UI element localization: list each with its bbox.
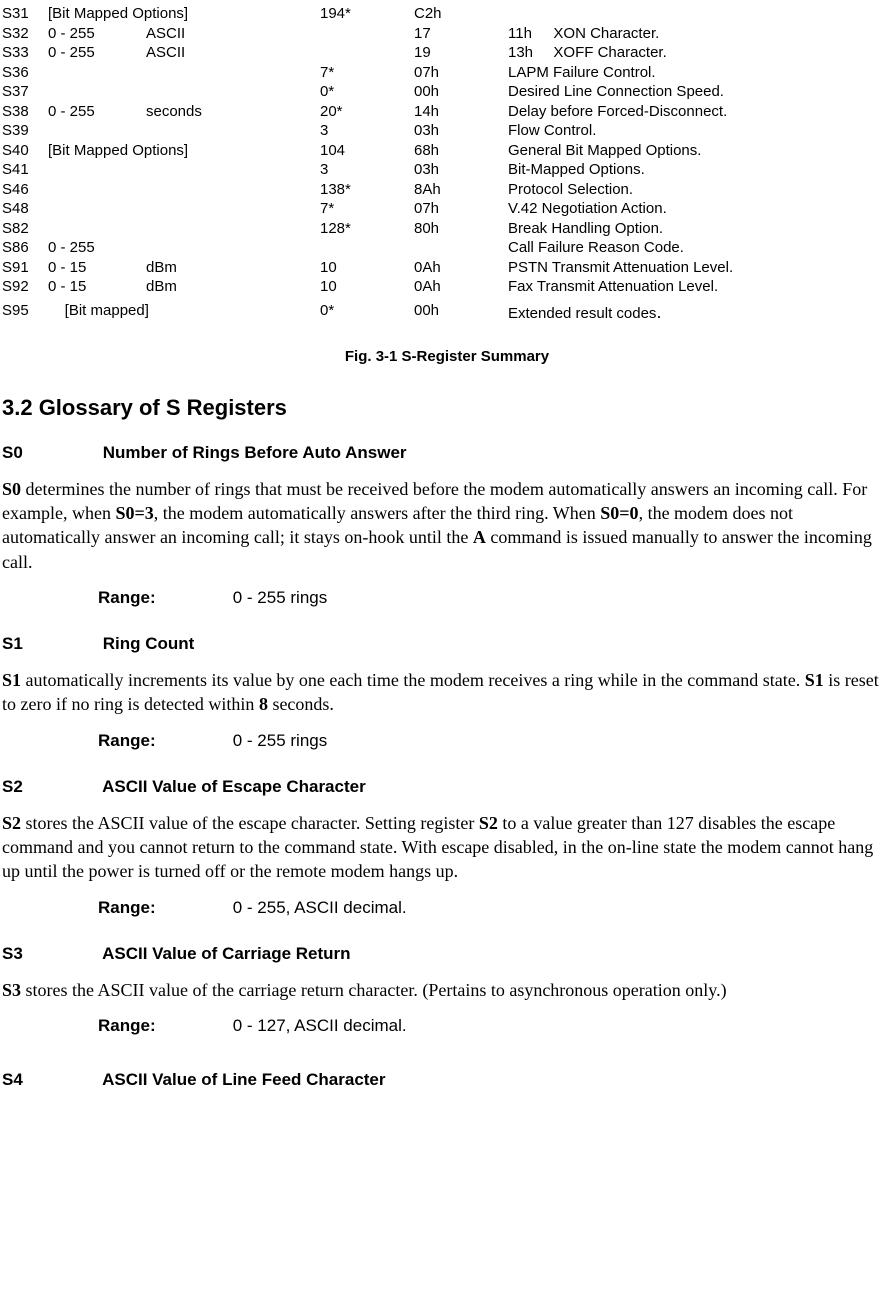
table-row: S41303hBit-Mapped Options. <box>2 160 737 180</box>
s0-b1: S0 <box>2 479 21 499</box>
s0-description: S0 determines the number of rings that m… <box>2 477 892 574</box>
range-value: 0 - 255 rings <box>233 588 328 607</box>
table-row: S40[Bit Mapped Options]10468hGeneral Bit… <box>2 141 737 161</box>
s4-id: S4 <box>2 1070 98 1090</box>
table-row: S46138*8AhProtocol Selection. <box>2 180 737 200</box>
s0-b3: S0=0 <box>600 503 638 523</box>
range-label: Range: <box>98 1016 228 1036</box>
s4-title: ASCII Value of Line Feed Character <box>102 1070 385 1089</box>
s3-id: S3 <box>2 944 98 964</box>
s2-range: Range: 0 - 255, ASCII decimal. <box>98 898 892 918</box>
s1-range: Range: 0 - 255 rings <box>98 731 892 751</box>
range-value: 0 - 127, ASCII decimal. <box>233 1016 407 1035</box>
table-row: S82128*80hBreak Handling Option. <box>2 219 737 239</box>
s0-b2: S0=3 <box>115 503 153 523</box>
table-row: S95 [Bit mapped]0*00hExtended result cod… <box>2 301 737 324</box>
table-row: S370*00hDesired Line Connection Speed. <box>2 82 737 102</box>
s2-description: S2 stores the ASCII value of the escape … <box>2 811 892 884</box>
section-title: 3.2 Glossary of S Registers <box>2 395 892 421</box>
s1-title: Ring Count <box>103 634 195 653</box>
s2-heading: S2 ASCII Value of Escape Character <box>2 777 892 797</box>
s1-b3: 8 <box>259 694 268 714</box>
table-row: S487*07hV.42 Negotiation Action. <box>2 199 737 219</box>
s3-title: ASCII Value of Carriage Return <box>102 944 350 963</box>
s0-heading: S0 Number of Rings Before Auto Answer <box>2 443 892 463</box>
table-row: S380 - 255seconds20*14hDelay before Forc… <box>2 102 737 122</box>
range-label: Range: <box>98 731 228 751</box>
s3-range: Range: 0 - 127, ASCII decimal. <box>98 1016 892 1036</box>
table-row: S920 - 15dBm100AhFax Transmit Attenuatio… <box>2 277 737 297</box>
s1-heading: S1 Ring Count <box>2 634 892 654</box>
s2-b2: S2 <box>479 813 498 833</box>
s2-id: S2 <box>2 777 98 797</box>
table-row: S860 - 255Call Failure Reason Code. <box>2 238 737 258</box>
s1-b2: S1 <box>805 670 824 690</box>
s1-description: S1 automatically increments its value by… <box>2 668 892 717</box>
s2-b1: S2 <box>2 813 21 833</box>
s0-id: S0 <box>2 443 98 463</box>
s1-b1: S1 <box>2 670 21 690</box>
s3-description: S3 stores the ASCII value of the carriag… <box>2 978 892 1002</box>
s3-heading: S3 ASCII Value of Carriage Return <box>2 944 892 964</box>
range-label: Range: <box>98 588 228 608</box>
range-label: Range: <box>98 898 228 918</box>
s4-heading: S4 ASCII Value of Line Feed Character <box>2 1070 892 1090</box>
figure-caption: Fig. 3-1 S-Register Summary <box>2 348 892 365</box>
s0-range: Range: 0 - 255 rings <box>98 588 892 608</box>
s0-b4: A <box>473 527 486 547</box>
s0-title: Number of Rings Before Auto Answer <box>103 443 407 462</box>
s-register-table: S31[Bit Mapped Options]194*C2hS320 - 255… <box>2 4 737 324</box>
table-row: S320 - 255ASCII1711hXON Character. <box>2 24 737 44</box>
table-row: S910 - 15dBm100AhPSTN Transmit Attenuati… <box>2 258 737 278</box>
s2-title: ASCII Value of Escape Character <box>102 777 366 796</box>
table-row: S31[Bit Mapped Options]194*C2h <box>2 4 737 24</box>
s1-id: S1 <box>2 634 98 654</box>
s3-b1: S3 <box>2 980 21 1000</box>
range-value: 0 - 255 rings <box>233 731 328 750</box>
table-row: S39303hFlow Control. <box>2 121 737 141</box>
range-value: 0 - 255, ASCII decimal. <box>233 898 407 917</box>
table-row: S330 - 255ASCII1913hXOFF Character. <box>2 43 737 63</box>
table-row: S367*07hLAPM Failure Control. <box>2 63 737 83</box>
